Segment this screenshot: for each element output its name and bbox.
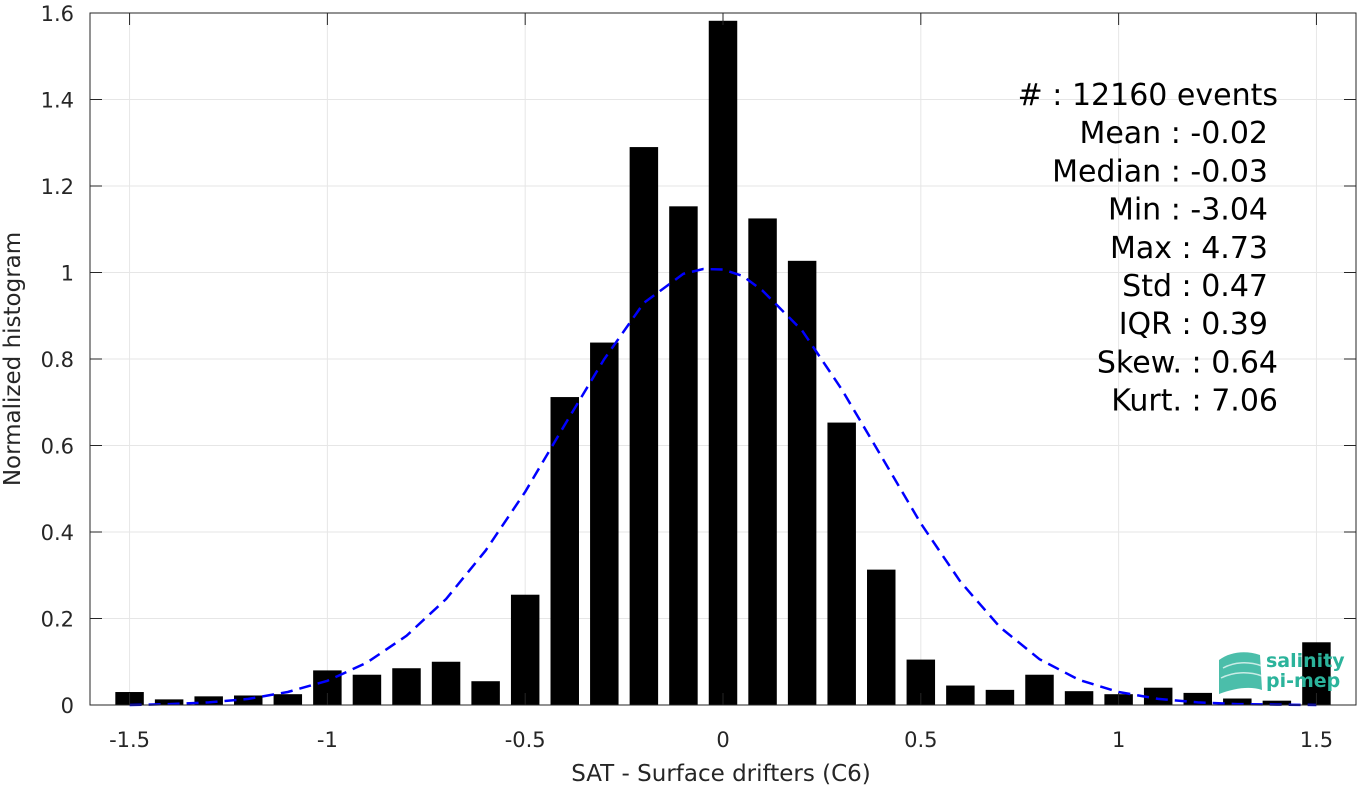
histogram-bar — [273, 694, 303, 705]
y-tick-label: 0.4 — [41, 521, 74, 545]
salinity-pi-mep-logo: salinity pi-mep — [1219, 650, 1345, 694]
histogram-bar — [946, 685, 975, 705]
histogram-bar — [1025, 674, 1054, 705]
y-tick-labels: 0 0.2 0.4 0.6 0.8 1 1.2 1.4 1.6 — [41, 2, 74, 718]
histogram-bar — [867, 569, 896, 705]
histogram-bars — [115, 20, 1331, 706]
histogram-bar — [431, 661, 461, 705]
stat-line: Max : 4.73 — [1110, 231, 1268, 266]
histogram-bar — [708, 20, 738, 706]
logo-text-line1: salinity — [1266, 650, 1345, 672]
stat-line: Kurt. : 7.06 — [1111, 384, 1278, 419]
y-tick-label: 0.6 — [41, 435, 74, 459]
stat-line: Skew. : 0.64 — [1097, 345, 1278, 380]
histogram-bar — [748, 218, 777, 705]
stat-line: Median : -0.03 — [1052, 154, 1268, 189]
stat-line: IQR : 0.39 — [1119, 307, 1268, 342]
logo-text-line2: pi-mep — [1266, 670, 1340, 692]
histogram-bar — [194, 696, 223, 705]
y-tick-label: 1 — [61, 262, 74, 286]
x-tick-label: 0 — [716, 728, 729, 752]
histogram-bar — [352, 674, 382, 705]
histogram-bar — [1064, 691, 1094, 705]
y-tick-label: 1.2 — [41, 175, 74, 199]
x-tick-label: -1 — [317, 728, 338, 752]
histogram-bar — [629, 147, 659, 705]
x-tick-label: 1.5 — [1300, 728, 1333, 752]
y-axis-label: Normalized histogram — [0, 232, 26, 486]
y-tick-label: 0.2 — [41, 608, 74, 632]
histogram-bar — [234, 695, 263, 705]
stat-line: Mean : -0.02 — [1079, 116, 1268, 151]
y-tick-label: 1.6 — [41, 2, 74, 26]
y-tick-label: 1.4 — [41, 89, 74, 113]
x-tick-label: 0.5 — [904, 728, 937, 752]
y-tick-label: 0 — [61, 694, 74, 718]
histogram-bar — [510, 594, 540, 705]
y-tick-label: 0.8 — [41, 348, 74, 372]
stat-line: # : 12160 events — [1018, 78, 1278, 113]
normal-fit-curve — [129, 267, 1317, 707]
histogram-bar — [550, 397, 579, 705]
logo-icon — [1219, 652, 1263, 694]
histogram-bar — [985, 689, 1015, 705]
histogram-bar — [669, 206, 698, 705]
histogram-bar — [590, 342, 619, 705]
histogram-bar — [787, 260, 817, 705]
stat-line: Std : 0.47 — [1122, 269, 1268, 304]
x-tick-label: -1.5 — [109, 728, 150, 752]
histogram-bar — [154, 699, 184, 705]
histogram-bar — [1223, 698, 1252, 705]
histogram-bar — [827, 422, 856, 705]
axis-ticks — [90, 12, 1356, 706]
x-tick-label: 1 — [1112, 728, 1125, 752]
x-tick-label: -0.5 — [505, 728, 546, 752]
histogram-bar — [1262, 700, 1292, 705]
histogram-bar — [471, 681, 500, 705]
stat-line: Min : -3.04 — [1108, 193, 1268, 228]
x-tick-labels: -1.5 -1 -0.5 0 0.5 1 1.5 — [109, 728, 1333, 752]
x-axis-label: SAT - Surface drifters (C6) — [571, 761, 871, 785]
histogram-bar — [392, 668, 421, 705]
